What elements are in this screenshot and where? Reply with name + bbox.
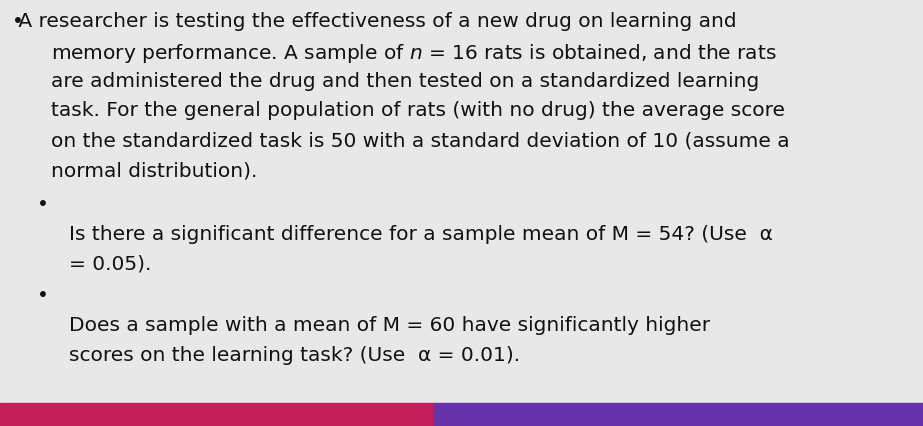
Text: •: • xyxy=(37,286,49,305)
Bar xyxy=(0,403,434,426)
Text: are administered the drug and then tested on a standardized learning: are administered the drug and then teste… xyxy=(51,72,759,91)
Text: = 0.05).: = 0.05). xyxy=(69,254,151,273)
Text: on the standardized task is 50 with a standard deviation of 10 (assume a: on the standardized task is 50 with a st… xyxy=(51,131,789,150)
Text: A researcher is testing the effectiveness of a new drug on learning and: A researcher is testing the effectivenes… xyxy=(12,12,737,31)
Text: memory performance. A sample of $n$ = 16 rats is obtained, and the rats: memory performance. A sample of $n$ = 16… xyxy=(51,42,776,65)
Text: •: • xyxy=(12,12,24,31)
Text: •: • xyxy=(37,195,49,214)
Text: Does a sample with a mean of M = 60 have significantly higher: Does a sample with a mean of M = 60 have… xyxy=(69,316,711,335)
Text: task. For the general population of rats (with no drug) the average score: task. For the general population of rats… xyxy=(51,101,785,121)
Text: normal distribution).: normal distribution). xyxy=(51,161,258,180)
Text: scores on the learning task? (Use  α = 0.01).: scores on the learning task? (Use α = 0.… xyxy=(69,346,521,365)
Bar xyxy=(434,403,923,426)
Text: Is there a significant difference for a sample mean of M = 54? (Use  α: Is there a significant difference for a … xyxy=(69,225,773,244)
